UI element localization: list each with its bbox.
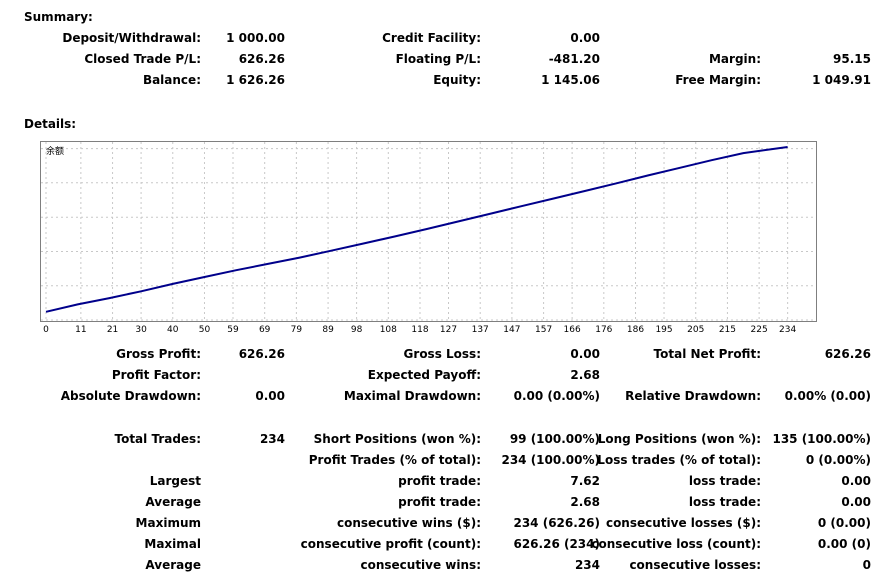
x-tick-label: 50 [199,325,211,335]
x-tick-label: 30 [135,325,147,335]
margin-value: 95.15 [833,52,871,66]
chart-title: 余额 [46,145,64,157]
gross-loss-value: 0.00 [570,347,600,361]
deposit-value: 1 000.00 [226,31,285,45]
relative-drawdown-value: 0.00% (0.00) [784,389,871,403]
x-tick-label: 89 [322,325,334,335]
maximal-consecutive-loss-label: consecutive loss (count): [591,537,761,551]
x-tick-label: 69 [259,325,271,335]
max-consecutive-wins-value: 234 (626.26) [513,516,600,530]
floating-pl-value: -481.20 [548,52,600,66]
gross-profit-value: 626.26 [238,347,285,361]
average-loss-trade-value: 0.00 [841,495,871,509]
avg-consecutive-losses-value: 0 [862,558,871,572]
x-tick-label: 186 [627,325,644,335]
maximal-drawdown-value: 0.00 (0.00%) [513,389,600,403]
x-tick-label: 21 [107,325,118,335]
x-tick-label: 176 [595,325,612,335]
x-tick-label: 195 [655,325,672,335]
profit-factor-label: Profit Factor: [111,368,201,382]
floating-pl-label: Floating P/L: [395,52,481,66]
x-tick-label: 108 [380,325,397,335]
x-axis-ticks: 0 11 21 30 40 50 59 69 79 89 98 108 118 127 137 147 157 1… [43,325,796,335]
credit-facility-label: Credit Facility: [382,31,481,45]
average-profit-trade-value: 2.68 [570,495,600,509]
x-tick-label: 205 [687,325,704,335]
closed-trade-pl-value: 626.26 [238,52,285,66]
balance-line [45,146,788,313]
x-tick-label: 225 [751,325,768,335]
chart-grid [41,142,813,321]
x-tick-label: 118 [411,325,428,335]
long-positions-label: Long Positions (won %): [597,432,761,446]
loss-trades-label: Loss trades (% of total): [597,453,761,467]
largest-label: Largest [149,474,201,488]
relative-drawdown-label: Relative Drawdown: [625,389,761,403]
max-consecutive-losses-label: consecutive losses ($): [605,516,761,530]
profit-trades-value: 234 (100.00%) [501,453,600,467]
absolute-drawdown-value: 0.00 [255,389,285,403]
x-tick-label: 137 [472,325,489,335]
max-consecutive-losses-value: 0 (0.00) [817,516,871,530]
total-trades-value: 234 [259,432,285,446]
x-tick-label: 215 [719,325,736,335]
credit-facility-value: 0.00 [570,31,600,45]
gross-profit-label: Gross Profit: [116,347,201,361]
summary-title: Summary: [24,10,93,24]
total-net-profit-label: Total Net Profit: [653,347,761,361]
average-loss-trade-label: loss trade: [688,495,761,509]
x-tick-label: 127 [440,325,457,335]
x-tick-label: 147 [503,325,520,335]
largest-profit-trade-value: 7.62 [570,474,600,488]
total-net-profit-value: 626.26 [824,347,871,361]
absolute-drawdown-label: Absolute Drawdown: [60,389,201,403]
deposit-label: Deposit/Withdrawal: [62,31,201,45]
x-tick-label: 166 [564,325,581,335]
largest-loss-trade-value: 0.00 [841,474,871,488]
free-margin-label: Free Margin: [675,73,761,87]
x-tick-label: 234 [779,325,796,335]
margin-label: Margin: [708,52,761,66]
details-title: Details: [24,117,77,131]
average-consecutive-label: Average [145,558,201,572]
largest-profit-trade-label: profit trade: [398,474,481,488]
x-tick-label: 11 [75,325,86,335]
short-positions-value: 99 (100.00%) [509,432,600,446]
max-consecutive-wins-label: consecutive wins ($): [336,516,481,530]
gross-loss-label: Gross Loss: [403,347,481,361]
avg-consecutive-wins-value: 234 [574,558,600,572]
short-positions-label: Short Positions (won %): [313,432,481,446]
maximal-consecutive-loss-value: 0.00 (0) [817,537,871,551]
x-tick-label: 98 [351,325,363,335]
avg-consecutive-losses-label: consecutive losses: [629,558,761,572]
x-tick-label: 59 [227,325,239,335]
x-tick-label: 40 [167,325,179,335]
expected-payoff-label: Expected Payoff: [367,368,481,382]
maximum-label: Maximum [135,516,201,530]
balance-value: 1 626.26 [226,73,285,87]
largest-loss-trade-label: loss trade: [688,474,761,488]
x-tick-label: 79 [291,325,303,335]
balance-chart-svg: 余额 96910991229135914901620 [41,142,841,326]
expected-payoff-value: 2.68 [570,368,600,382]
loss-trades-value: 0 (0.00%) [805,453,871,467]
long-positions-value: 135 (100.00%) [772,432,871,446]
total-trades-label: Total Trades: [114,432,201,446]
maximal-label: Maximal [144,537,201,551]
free-margin-value: 1 049.91 [812,73,871,87]
balance-chart: 余额 96910991229135914901620 [40,141,841,326]
x-tick-label: 0 [43,325,49,335]
average-profit-trade-label: profit trade: [398,495,481,509]
average-label: Average [145,495,201,509]
profit-trades-label: Profit Trades (% of total): [308,453,481,467]
maximal-consecutive-profit-label: consecutive profit (count): [300,537,481,551]
closed-trade-pl-label: Closed Trade P/L: [84,52,201,66]
x-tick-label: 157 [535,325,552,335]
equity-value: 1 145.06 [541,73,600,87]
maximal-drawdown-label: Maximal Drawdown: [343,389,481,403]
balance-label: Balance: [142,73,201,87]
equity-label: Equity: [433,73,481,87]
maximal-consecutive-profit-value: 626.26 (234) [513,537,600,551]
avg-consecutive-wins-label: consecutive wins: [360,558,481,572]
